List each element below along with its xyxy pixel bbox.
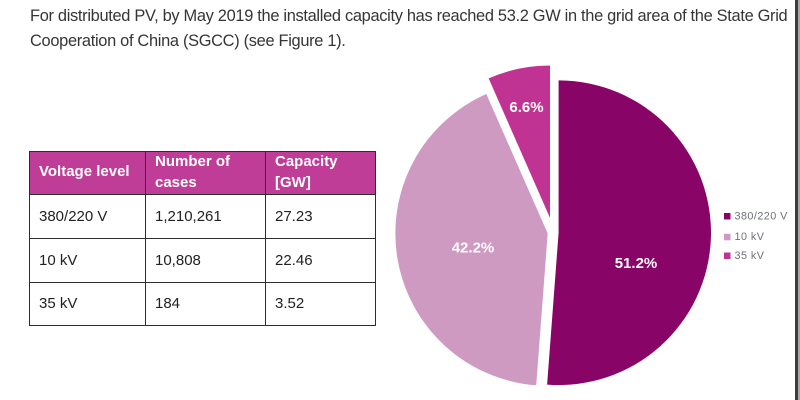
- svg-text:10 kV: 10 kV: [735, 231, 765, 243]
- svg-text:42.2%: 42.2%: [452, 240, 495, 257]
- svg-text:6.6%: 6.6%: [509, 99, 543, 116]
- svg-text:380/220 V: 380/220 V: [735, 210, 789, 222]
- svg-text:35 kV: 35 kV: [735, 250, 765, 262]
- svg-text:51.2%: 51.2%: [615, 255, 658, 272]
